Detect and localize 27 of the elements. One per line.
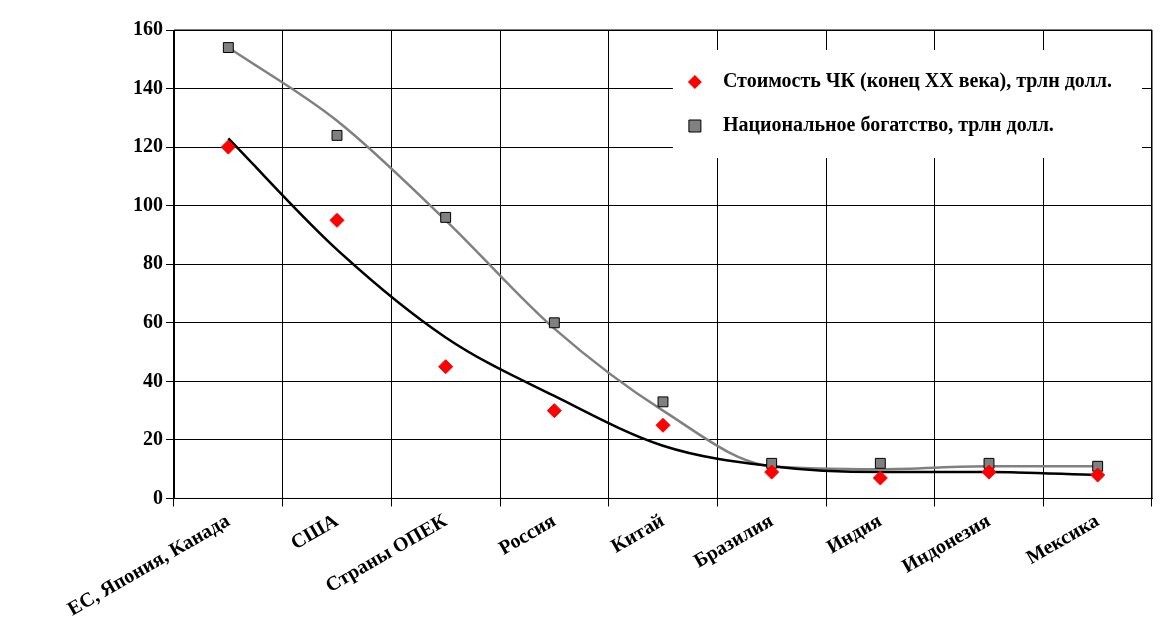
legend-label: Национальное богатство, трлн долл. [722,113,1054,137]
y-tick-label: 100 [133,192,163,215]
point [1090,467,1106,483]
point [329,212,345,228]
y-tick-label: 140 [133,75,163,98]
point [438,359,454,375]
x-tick-label: США [286,508,343,554]
point [874,457,886,469]
y-tick-label: 0 [153,485,163,508]
point [981,464,997,480]
y-tick-label: 80 [143,251,163,274]
legend-label: Стоимость ЧК (конец XX века), трлн долл. [722,69,1113,93]
point [655,417,671,433]
point [546,403,562,419]
y-tick-label: 160 [133,17,163,40]
y-tick-label: 20 [143,427,163,450]
y-tick-label: 60 [143,309,163,332]
y-tick-label: 120 [133,134,163,157]
point [872,470,888,486]
point [764,464,780,480]
point [222,42,234,54]
point [440,211,452,223]
point [548,317,560,329]
point [657,396,669,408]
y-tick-label: 40 [143,368,163,391]
point [220,139,236,155]
point [331,129,343,141]
